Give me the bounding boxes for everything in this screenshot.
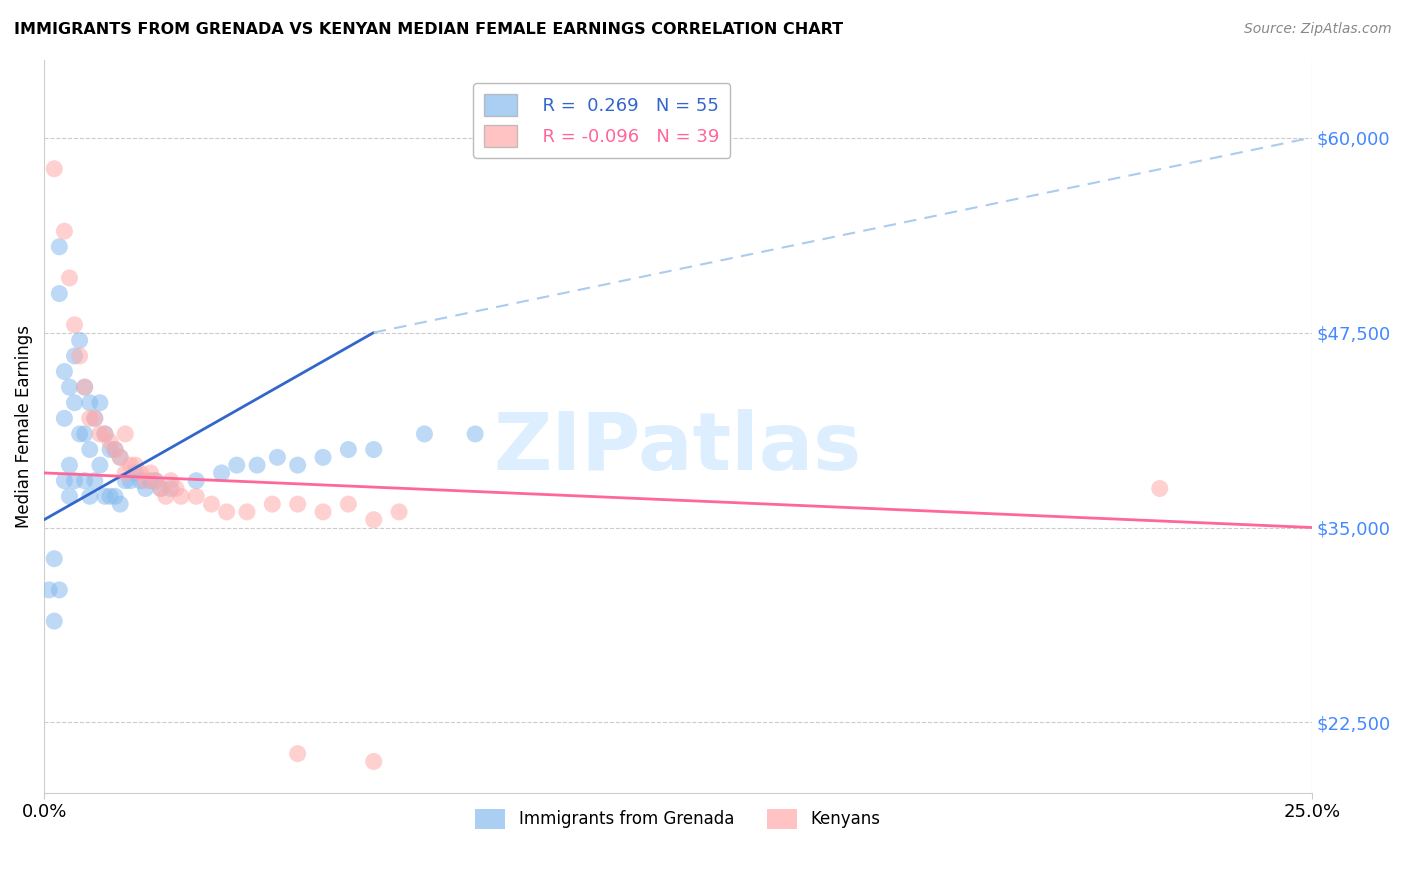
Point	[363, 755, 385, 769]
Point	[89, 395, 111, 409]
Point	[129, 474, 152, 488]
Point	[89, 426, 111, 441]
Point	[139, 466, 162, 480]
Point	[287, 458, 309, 472]
Point	[94, 426, 117, 441]
Point	[139, 474, 162, 488]
Point	[104, 442, 127, 457]
Point	[262, 497, 284, 511]
Y-axis label: Median Female Earnings: Median Female Earnings	[15, 325, 32, 528]
Point	[135, 482, 157, 496]
Point	[337, 442, 360, 457]
Point	[69, 334, 91, 348]
Point	[165, 482, 187, 496]
Point	[79, 442, 101, 457]
Point	[170, 489, 193, 503]
Point	[48, 582, 70, 597]
Point	[135, 474, 157, 488]
Point	[129, 466, 152, 480]
Text: IMMIGRANTS FROM GRENADA VS KENYAN MEDIAN FEMALE EARNINGS CORRELATION CHART: IMMIGRANTS FROM GRENADA VS KENYAN MEDIAN…	[14, 22, 844, 37]
Point	[38, 582, 60, 597]
Text: ZIPatlas: ZIPatlas	[494, 409, 862, 487]
Point	[363, 513, 385, 527]
Point	[337, 497, 360, 511]
Point	[73, 380, 96, 394]
Point	[114, 466, 136, 480]
Point	[83, 411, 105, 425]
Point	[155, 489, 177, 503]
Point	[98, 489, 121, 503]
Point	[124, 466, 146, 480]
Point	[160, 474, 183, 488]
Point	[44, 161, 66, 176]
Point	[266, 450, 288, 465]
Point	[1149, 482, 1171, 496]
Point	[108, 497, 131, 511]
Point	[94, 426, 117, 441]
Point	[98, 434, 121, 449]
Point	[53, 411, 76, 425]
Point	[104, 442, 127, 457]
Point	[98, 442, 121, 457]
Point	[63, 349, 86, 363]
Point	[108, 450, 131, 465]
Point	[48, 286, 70, 301]
Point	[89, 458, 111, 472]
Point	[48, 240, 70, 254]
Point	[145, 474, 167, 488]
Legend: Immigrants from Grenada, Kenyans: Immigrants from Grenada, Kenyans	[468, 802, 887, 836]
Point	[53, 474, 76, 488]
Point	[120, 458, 142, 472]
Point	[149, 482, 172, 496]
Point	[58, 458, 80, 472]
Point	[83, 411, 105, 425]
Point	[53, 365, 76, 379]
Point	[58, 271, 80, 285]
Point	[44, 551, 66, 566]
Point	[312, 450, 335, 465]
Point	[215, 505, 238, 519]
Point	[83, 474, 105, 488]
Point	[73, 426, 96, 441]
Point	[58, 489, 80, 503]
Point	[69, 426, 91, 441]
Point	[73, 380, 96, 394]
Point	[44, 614, 66, 628]
Point	[287, 747, 309, 761]
Point	[120, 474, 142, 488]
Point	[363, 442, 385, 457]
Point	[79, 489, 101, 503]
Point	[236, 505, 259, 519]
Point	[114, 426, 136, 441]
Point	[149, 482, 172, 496]
Text: Source: ZipAtlas.com: Source: ZipAtlas.com	[1244, 22, 1392, 37]
Point	[413, 426, 436, 441]
Point	[160, 482, 183, 496]
Point	[63, 395, 86, 409]
Point	[200, 497, 222, 511]
Point	[388, 505, 411, 519]
Point	[79, 411, 101, 425]
Point	[246, 458, 269, 472]
Point	[114, 474, 136, 488]
Point	[312, 505, 335, 519]
Point	[58, 380, 80, 394]
Point	[287, 497, 309, 511]
Point	[63, 318, 86, 332]
Point	[211, 466, 233, 480]
Point	[63, 474, 86, 488]
Point	[79, 395, 101, 409]
Point	[464, 426, 486, 441]
Point	[186, 474, 208, 488]
Point	[225, 458, 247, 472]
Point	[104, 489, 127, 503]
Point	[73, 474, 96, 488]
Point	[186, 489, 208, 503]
Point	[69, 349, 91, 363]
Point	[145, 474, 167, 488]
Point	[108, 450, 131, 465]
Point	[53, 224, 76, 238]
Point	[94, 489, 117, 503]
Point	[124, 458, 146, 472]
